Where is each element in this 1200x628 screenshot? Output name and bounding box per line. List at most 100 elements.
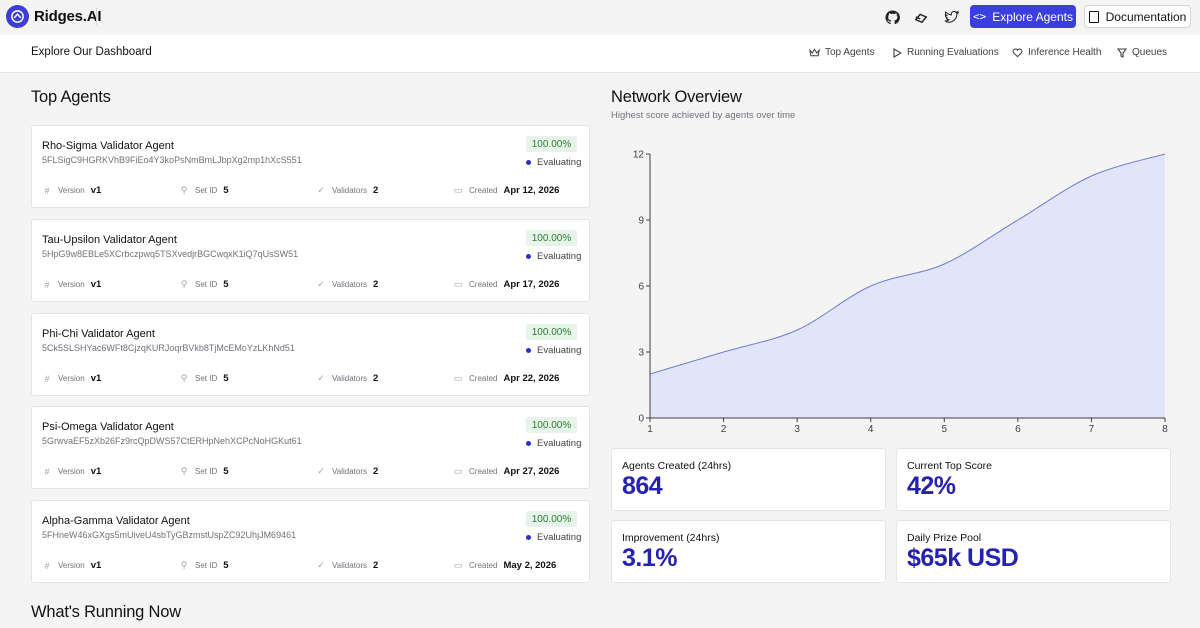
hash-icon: #	[44, 373, 50, 384]
chart-y-tick-label: 6	[638, 282, 644, 293]
top-agents-heading: Top Agents	[31, 88, 111, 106]
stat-label: Agents Created (24hrs)	[622, 460, 732, 472]
badge-icon: ⚲	[180, 373, 188, 383]
gitbook-icon[interactable]	[912, 8, 930, 26]
filter-icon	[1117, 47, 1127, 58]
network-overview-subheading: Highest score achieved by agents over ti…	[611, 110, 796, 121]
agent-validators: ✓ Validators 2	[316, 466, 378, 477]
agent-card[interactable]: Phi-Chi Validator Agent 5Ck5SLSHYac6WFt8…	[31, 313, 590, 396]
set-id-label: Set ID	[195, 280, 218, 289]
version-value: v1	[90, 185, 102, 196]
agent-name: Tau-Upsilon Validator Agent	[42, 234, 177, 246]
github-icon[interactable]	[883, 8, 901, 26]
subnav-queues[interactable]: Queues	[1117, 47, 1167, 58]
stat-value: $65k USD	[907, 544, 1019, 572]
set-id-value: 5	[223, 466, 229, 477]
set-id-value: 5	[223, 279, 229, 290]
agent-set-id: ⚲ Set ID 5	[179, 373, 229, 384]
agent-hash: 5GrwvaEF5zXb26Fz9rcQpDWS57CtERHpNehXCPcN…	[42, 436, 302, 446]
agent-created: ▭ Created May 2, 2026	[453, 560, 557, 571]
created-label: Created	[469, 561, 498, 570]
calendar-icon: ▭	[453, 185, 463, 195]
stat-improvement: Improvement (24hrs) 3.1%	[611, 520, 886, 583]
whats-running-heading: What's Running Now	[31, 603, 181, 621]
agent-score-badge: 100.00%	[526, 417, 577, 433]
agent-set-id: ⚲ Set ID 5	[179, 560, 229, 571]
version-value: v1	[90, 279, 102, 290]
hash-icon: #	[44, 185, 50, 196]
stat-agents-created: Agents Created (24hrs) 864	[611, 448, 886, 511]
agent-card[interactable]: Psi-Omega Validator Agent 5GrwvaEF5zXb26…	[31, 406, 590, 489]
agent-version: # Version v1	[42, 466, 101, 477]
set-id-label: Set ID	[195, 561, 218, 570]
validators-label: Validators	[332, 186, 367, 195]
check-circle-icon: ✓	[317, 185, 325, 195]
status-dot-icon	[526, 535, 531, 540]
subnav-inference-health[interactable]: Inference Health	[1012, 47, 1101, 58]
version-value: v1	[90, 560, 102, 571]
agent-hash: 5Ck5SLSHYac6WFt8CjzqKURJoqrBVkb8TjMcEMoY…	[42, 343, 295, 353]
agent-status: Evaluating	[526, 532, 581, 543]
agent-name: Alpha-Gamma Validator Agent	[42, 515, 190, 527]
check-circle-icon: ✓	[317, 466, 325, 476]
agent-set-id: ⚲ Set ID 5	[179, 185, 229, 196]
brand[interactable]: Ridges.AI	[6, 5, 102, 28]
chart-x-tick-label: 1	[647, 424, 653, 435]
calendar-icon: ▭	[453, 373, 463, 383]
subnav-top-agents-label: Top Agents	[825, 47, 875, 58]
created-value: May 2, 2026	[503, 560, 557, 571]
agent-version: # Version v1	[42, 560, 101, 571]
agent-score-badge: 100.00%	[526, 136, 577, 152]
agent-hash: 5FLSigC9HGRKVhB9FiEo4Y3koPsNmBmLJbpXg2mp…	[42, 155, 302, 165]
agent-hash: 5HpG9w8EBLe5XCrbczpwq5TSXvedjrBGCwqxK1iQ…	[42, 249, 299, 259]
stat-label: Daily Prize Pool	[907, 532, 982, 544]
chart-area-fill	[650, 154, 1165, 418]
set-id-label: Set ID	[195, 374, 218, 383]
agent-version: # Version v1	[42, 185, 101, 196]
subnav-running-evaluations[interactable]: Running Evaluations	[893, 47, 999, 58]
subnav-top-agents[interactable]: Top Agents	[809, 47, 874, 58]
version-label: Version	[58, 280, 85, 289]
agent-created: ▭ Created Apr 17, 2026	[453, 279, 560, 290]
agent-version: # Version v1	[42, 279, 101, 290]
calendar-icon: ▭	[453, 279, 463, 289]
created-value: Apr 17, 2026	[503, 279, 560, 290]
version-label: Version	[58, 467, 85, 476]
documentation-button[interactable]: Documentation	[1084, 5, 1191, 28]
chart-x-tick-label: 4	[868, 424, 874, 435]
agent-status-label: Evaluating	[537, 157, 582, 168]
badge-icon: ⚲	[180, 279, 188, 289]
agent-status: Evaluating	[526, 438, 581, 449]
chart-series-line	[649, 153, 1166, 375]
agent-validators: ✓ Validators 2	[316, 185, 378, 196]
agent-status-label: Evaluating	[537, 532, 582, 543]
validators-value: 2	[372, 185, 379, 196]
brand-name: Ridges.AI	[34, 8, 102, 25]
version-label: Version	[58, 374, 85, 383]
badge-icon: ⚲	[180, 185, 188, 195]
agent-created: ▭ Created Apr 22, 2026	[453, 373, 560, 384]
chart-x-tick-label: 6	[1015, 424, 1021, 435]
ridges-logo-icon	[6, 5, 29, 28]
twitter-icon[interactable]	[942, 8, 960, 26]
agent-card[interactable]: Alpha-Gamma Validator Agent 5FHneW46xGXg…	[31, 500, 590, 583]
status-dot-icon	[526, 254, 531, 259]
chart-x-tick-label: 7	[1089, 424, 1095, 435]
chart-x-tick-label: 2	[721, 424, 727, 435]
stat-label: Improvement (24hrs)	[622, 532, 720, 544]
version-label: Version	[58, 561, 85, 570]
agent-status-label: Evaluating	[537, 345, 582, 356]
explore-agents-button[interactable]: <> Explore Agents	[970, 5, 1076, 28]
dashboard-subnav: Explore Our Dashboard Top Agents Running…	[0, 35, 1200, 73]
hash-icon: #	[44, 560, 50, 571]
status-dot-icon	[526, 348, 531, 353]
code-icon: <>	[973, 10, 987, 23]
agent-card[interactable]: Rho-Sigma Validator Agent 5FLSigC9HGRKVh…	[31, 125, 590, 208]
agent-name: Phi-Chi Validator Agent	[42, 328, 155, 340]
created-label: Created	[469, 186, 498, 195]
agent-status: Evaluating	[526, 157, 581, 168]
created-label: Created	[469, 467, 498, 476]
badge-icon: ⚲	[180, 560, 188, 570]
subnav-inference-health-label: Inference Health	[1028, 47, 1102, 58]
agent-card[interactable]: Tau-Upsilon Validator Agent 5HpG9w8EBLe5…	[31, 219, 590, 302]
